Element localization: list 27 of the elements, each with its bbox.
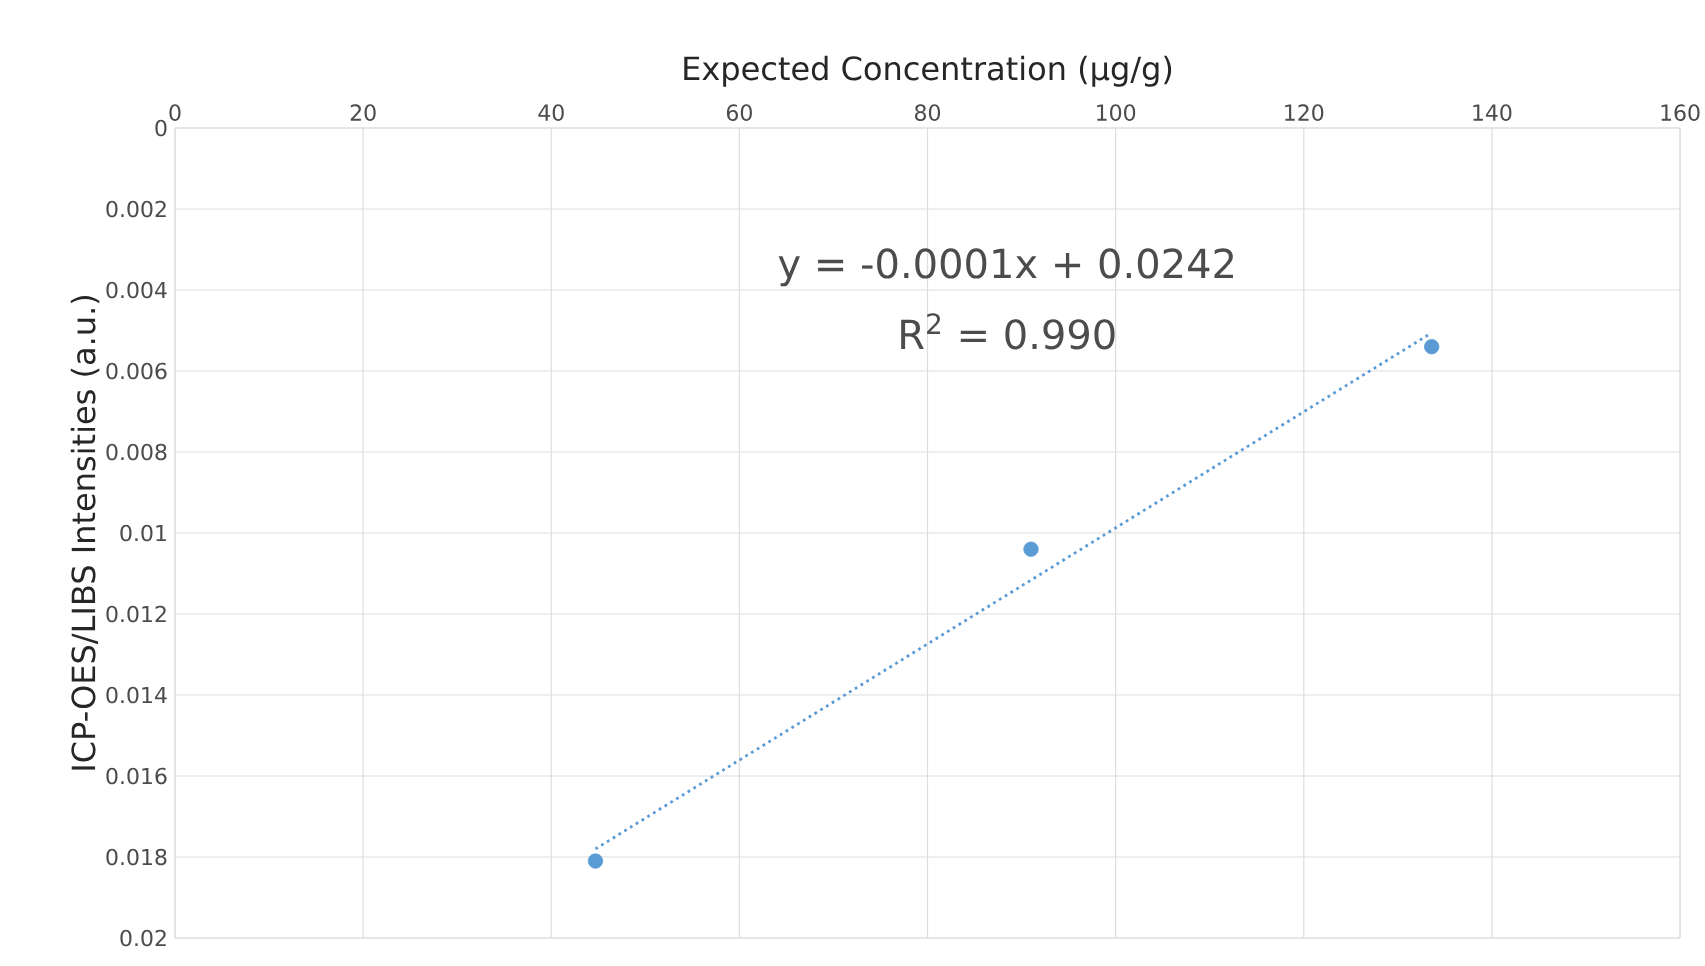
x-axis-title: Expected Concentration (µg/g) <box>684 55 1172 87</box>
x-tick-label: 20 <box>350 104 376 121</box>
y-tick-label: 0.01 <box>120 524 166 542</box>
annotation: R$^{2}$ = 0.990 <box>901 313 1115 350</box>
x-tick-label: 40 <box>538 104 564 121</box>
y-tick-label: 0 <box>155 119 167 137</box>
point <box>1023 541 1039 557</box>
x-tick-label: 80 <box>915 104 941 121</box>
y-tick-label: 0.016 <box>106 767 167 785</box>
x-tick-label: 100 <box>1097 104 1136 121</box>
annotation: y = -0.0001x + 0.0242 <box>778 248 1233 287</box>
x-tick-label: 160 <box>1661 104 1700 121</box>
x-tick-label: 120 <box>1285 104 1324 121</box>
y-tick-label: 0.006 <box>106 362 167 380</box>
y-tick-label: 0.012 <box>106 605 166 623</box>
x-tick-label: 60 <box>726 104 752 121</box>
y-tick-label: 0.002 <box>106 200 166 218</box>
point <box>1424 339 1440 355</box>
point <box>587 853 604 869</box>
y-tick-label: 0.018 <box>106 848 167 866</box>
y-tick-label: 0.008 <box>106 443 167 461</box>
y-axis-title: ICP-OES/LIBS Intensities (a.u.) <box>70 295 100 770</box>
x-tick-label: 0 <box>169 104 181 121</box>
y-tick-label: 0.02 <box>120 929 166 947</box>
x-tick-label: 140 <box>1473 104 1512 121</box>
y-tick-label: 0.014 <box>106 686 167 704</box>
y-tick-label: 0.004 <box>106 281 167 299</box>
